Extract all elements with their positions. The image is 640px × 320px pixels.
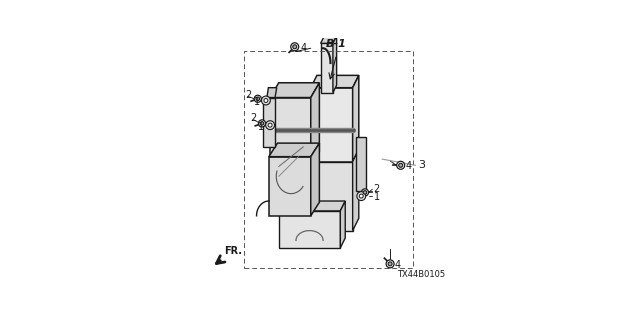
Polygon shape: [333, 36, 337, 92]
Circle shape: [268, 123, 272, 127]
Polygon shape: [279, 211, 340, 248]
Circle shape: [388, 262, 392, 266]
Polygon shape: [321, 36, 337, 43]
Polygon shape: [269, 143, 319, 157]
Circle shape: [256, 97, 260, 100]
Polygon shape: [262, 98, 275, 147]
Polygon shape: [340, 201, 345, 248]
Circle shape: [292, 45, 297, 49]
Text: TX44B0105: TX44B0105: [397, 270, 445, 279]
Polygon shape: [311, 143, 319, 216]
Circle shape: [254, 95, 261, 102]
Circle shape: [386, 260, 394, 268]
Text: 2: 2: [244, 90, 251, 100]
Text: 1: 1: [258, 122, 264, 132]
Polygon shape: [311, 83, 319, 166]
Text: 4: 4: [395, 260, 401, 269]
Circle shape: [362, 189, 369, 196]
Circle shape: [262, 96, 270, 105]
Text: 4: 4: [406, 161, 412, 171]
Text: 2: 2: [374, 184, 380, 194]
Text: 1: 1: [253, 97, 260, 107]
Circle shape: [399, 163, 403, 167]
Polygon shape: [311, 88, 353, 162]
Text: 1: 1: [374, 192, 380, 202]
Circle shape: [397, 161, 404, 169]
Text: 2: 2: [250, 114, 257, 124]
Polygon shape: [353, 75, 359, 162]
Polygon shape: [279, 201, 345, 211]
Polygon shape: [321, 43, 333, 92]
Polygon shape: [270, 98, 311, 166]
Circle shape: [260, 122, 264, 125]
Circle shape: [359, 194, 364, 198]
Polygon shape: [270, 83, 319, 98]
Circle shape: [259, 120, 266, 127]
Polygon shape: [356, 137, 366, 191]
Polygon shape: [269, 157, 311, 216]
Text: 4: 4: [301, 43, 307, 52]
Circle shape: [363, 191, 367, 194]
Text: FR.: FR.: [225, 246, 243, 256]
Circle shape: [357, 192, 365, 201]
Circle shape: [264, 99, 268, 102]
Polygon shape: [353, 149, 359, 231]
Text: 3: 3: [418, 160, 425, 170]
Circle shape: [266, 121, 275, 130]
Polygon shape: [311, 75, 359, 88]
Text: B-1: B-1: [326, 39, 347, 50]
Polygon shape: [267, 88, 276, 98]
Polygon shape: [311, 162, 353, 231]
Bar: [244, 51, 413, 268]
Circle shape: [291, 43, 299, 51]
